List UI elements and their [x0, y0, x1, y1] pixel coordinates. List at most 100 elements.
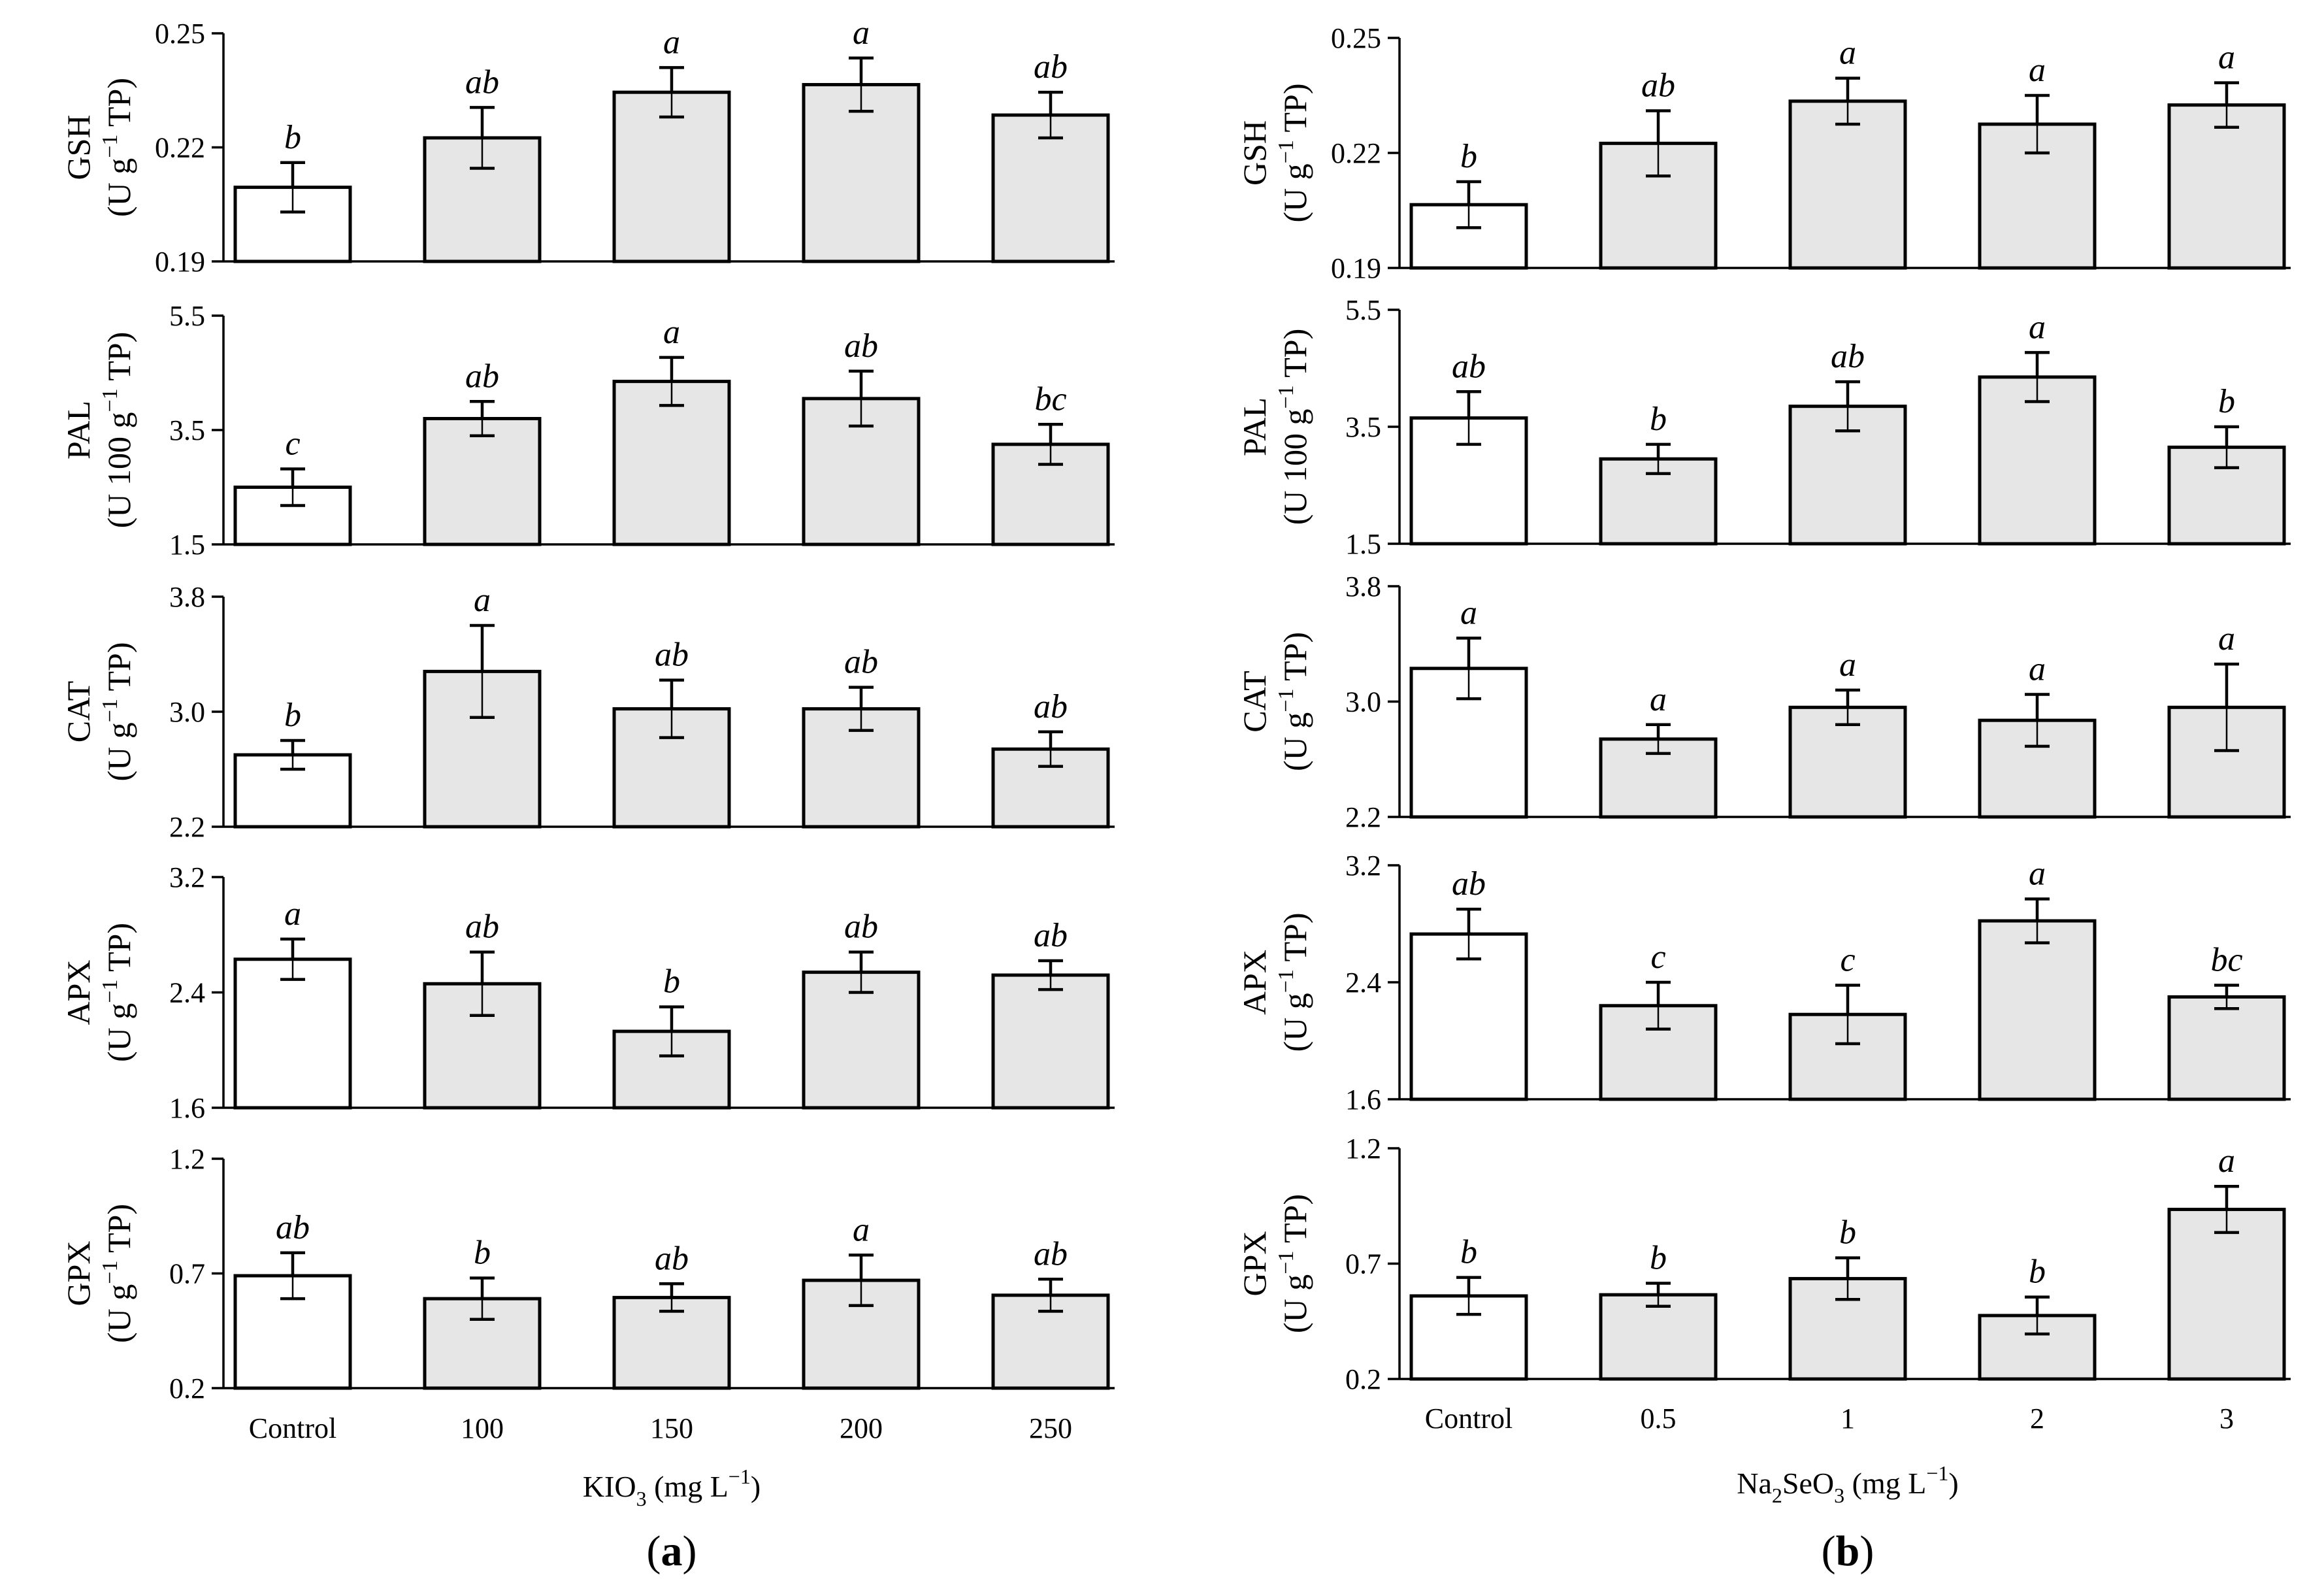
y-tick-label: 1.5: [1345, 528, 1381, 560]
y-tick-label: 0.19: [1331, 252, 1381, 284]
bar-apx-2: [1978, 919, 2097, 1101]
bar-apx-control: [1409, 932, 1528, 1101]
y-tick-label: 3.0: [169, 696, 205, 728]
significance-letter: b: [284, 119, 301, 156]
y-tick-label: 0.25: [1331, 22, 1381, 54]
significance-letter: b: [1650, 401, 1667, 438]
significance-letter: c: [1840, 941, 1855, 978]
y-tick-label: 3.5: [1345, 411, 1381, 443]
y-tick-label: 5.5: [169, 300, 205, 332]
y-axis-label: GSH(U g−1 TP): [60, 78, 137, 217]
y-tick-label: 1.6: [1345, 1084, 1381, 1116]
significance-letter: ab: [1831, 338, 1865, 375]
bar-gsh-250: [991, 113, 1110, 263]
x-tick-label: 3: [2219, 1403, 2234, 1435]
subplot-gsh: 0.19 0.22 0.25 GSH(U g−1 TP) b ab a a ab: [60, 14, 1115, 278]
bar-apx-3: [2167, 995, 2286, 1101]
significance-letter: b: [1460, 138, 1477, 175]
x-tick-label: 100: [461, 1412, 504, 1444]
y-tick-label: 1.2: [169, 1143, 205, 1175]
significance-letter: ab: [1641, 67, 1675, 104]
significance-letter: bc: [2210, 941, 2242, 978]
significance-letter: ab: [1452, 348, 1486, 385]
subplot-pal: 1.5 3.5 5.5 PAL (U 100 g−1 TP) c ab a ab bc: [60, 300, 1115, 561]
significance-letter: ab: [465, 63, 499, 101]
significance-letter: ab: [1034, 688, 1068, 725]
x-axis-label: KIO3 (mg L−1): [583, 1465, 761, 1510]
bar-gpx-3: [2167, 1208, 2286, 1381]
significance-letter: ab: [655, 637, 689, 674]
bar-gsh-150: [612, 90, 731, 263]
significance-letter: ab: [844, 644, 878, 681]
significance-letter: ab: [844, 908, 878, 946]
y-axis-label: APX(U g−1 TP): [60, 923, 137, 1062]
subplot-cat: 2.2 3.0 3.8 CAT(U g−1 TP) b a ab ab ab: [60, 581, 1115, 843]
x-tick-label: 1: [1841, 1403, 1855, 1435]
y-axis-label: CAT(U g−1 TP): [1236, 632, 1313, 771]
significance-letter: ab: [1034, 48, 1068, 86]
significance-letter: b: [1460, 1234, 1477, 1271]
y-tick-label: 0.7: [1345, 1248, 1381, 1280]
significance-letter: b: [1839, 1214, 1856, 1252]
y-tick-label: 1.5: [169, 529, 205, 561]
y-tick-label: 2.4: [169, 977, 205, 1009]
significance-letter: c: [285, 425, 300, 463]
panel-label: (a): [647, 1527, 697, 1575]
subplot-cat: 2.2 3.0 3.8 CAT(U g−1 TP) a a a a a: [1236, 571, 2291, 833]
significance-letter: a: [853, 14, 870, 52]
y-tick-label: 0.2: [169, 1372, 205, 1404]
x-tick-label: 250: [1029, 1412, 1072, 1444]
significance-letter: a: [2029, 855, 2046, 892]
x-tick-label: 150: [650, 1412, 693, 1444]
bar-gsh-200: [802, 83, 921, 263]
subplot-gpx: 0.2 0.7 1.2 GPX(U g−1 TP) b b b b a: [1236, 1133, 2291, 1395]
y-tick-label: 0.7: [169, 1258, 205, 1290]
significance-letter: ab: [1452, 865, 1486, 903]
significance-letter: b: [284, 697, 301, 734]
subplot-gpx: 0.2 0.7 1.2 GPX(U g−1 TP) ab b ab a ab: [60, 1143, 1115, 1404]
bar-pal-1: [1788, 405, 1907, 546]
x-tick-label: 200: [840, 1412, 883, 1444]
significance-letter: b: [2029, 1254, 2046, 1291]
bar-gpx-0.5: [1599, 1293, 1718, 1381]
significance-letter: a: [2029, 52, 2046, 89]
bar-pal-150: [612, 380, 731, 546]
y-tick-label: 3.5: [169, 414, 205, 446]
significance-letter: ab: [276, 1209, 310, 1246]
y-tick-label: 3.8: [169, 581, 205, 613]
y-tick-label: 2.4: [1345, 967, 1381, 999]
subplot-gsh: 0.19 0.22 0.25 GSH(U g−1 TP) b ab a a a: [1236, 22, 2291, 284]
significance-letter: a: [663, 314, 680, 351]
y-tick-label: 5.5: [1345, 294, 1381, 326]
significance-letter: a: [474, 582, 491, 619]
bar-gsh-3: [2167, 103, 2286, 270]
y-tick-label: 0.22: [155, 132, 205, 164]
y-axis-label: GPX(U g−1 TP): [60, 1204, 137, 1343]
significance-letter: ab: [465, 908, 499, 946]
significance-letter: b: [2218, 383, 2235, 420]
significance-letter: a: [2029, 650, 2046, 688]
y-tick-label: 2.2: [169, 811, 205, 843]
significance-letter: ab: [1034, 1235, 1068, 1272]
significance-letter: a: [853, 1211, 870, 1248]
significance-letter: c: [1650, 938, 1665, 976]
y-axis-label: CAT(U g−1 TP): [60, 642, 137, 781]
significance-letter: a: [2218, 620, 2235, 657]
y-axis-label: GSH(U g−1 TP): [1236, 83, 1313, 222]
subplot-apx: 1.6 2.4 3.2 APX(U g−1 TP) a ab b ab ab: [60, 861, 1115, 1124]
panel-label: (b): [1822, 1527, 1874, 1575]
y-tick-label: 2.2: [1345, 801, 1381, 833]
bar-gsh-1: [1788, 99, 1907, 270]
bar-pal-2: [1978, 375, 2097, 546]
y-tick-label: 0.22: [1331, 137, 1381, 169]
bar-apx-control: [233, 957, 352, 1110]
x-tick-label: 0.5: [1641, 1403, 1677, 1435]
significance-letter: ab: [844, 327, 878, 365]
y-tick-label: 3.8: [1345, 571, 1381, 603]
significance-letter: ab: [465, 357, 499, 395]
y-axis-label: APX(U g−1 TP): [1236, 912, 1313, 1052]
y-axis-label: PAL (U 100 g−1 TP): [60, 332, 137, 529]
